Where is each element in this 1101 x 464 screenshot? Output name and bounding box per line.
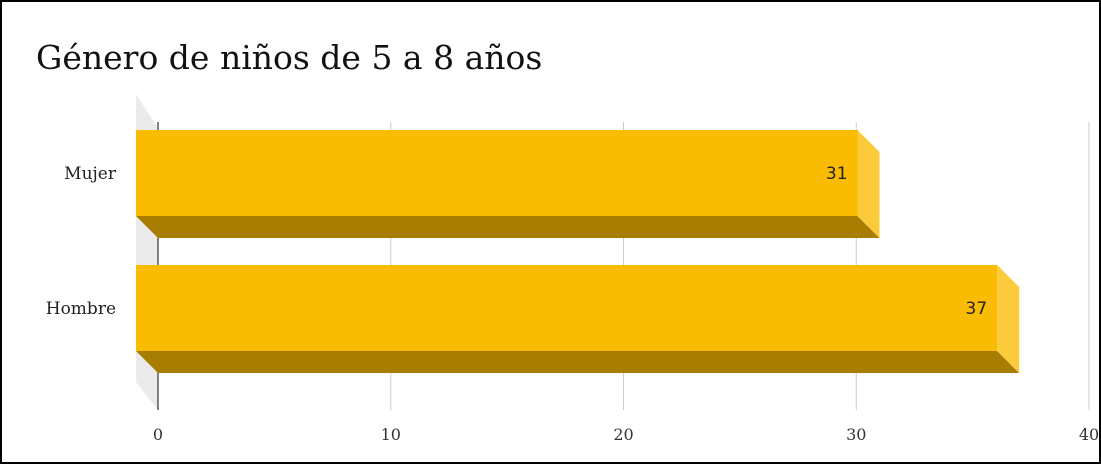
- x-tick-label: 10: [381, 425, 401, 444]
- x-tick-label: 20: [613, 425, 633, 444]
- bar-mujer: [136, 130, 858, 216]
- bar-end-face: [997, 265, 1020, 373]
- x-tick-label: 0: [153, 425, 163, 444]
- bar-end-face: [857, 130, 880, 238]
- x-tick-label: 30: [846, 425, 866, 444]
- x-tick-label: 40: [1079, 425, 1099, 444]
- bar-bottom-face: [136, 216, 880, 238]
- data-label: 37: [966, 299, 988, 319]
- category-label: Mujer: [64, 164, 117, 184]
- chart-title: Género de niños de 5 a 8 años: [36, 38, 543, 77]
- bar-bottom-face: [136, 351, 1020, 373]
- bar-hombre: [136, 265, 998, 351]
- category-label: Hombre: [46, 299, 116, 319]
- labels-layer: 0 10 20 30 40 31 Mujer 37 Hombre: [46, 164, 1099, 444]
- data-label: 31: [826, 164, 848, 184]
- bars-layer: [136, 130, 1020, 373]
